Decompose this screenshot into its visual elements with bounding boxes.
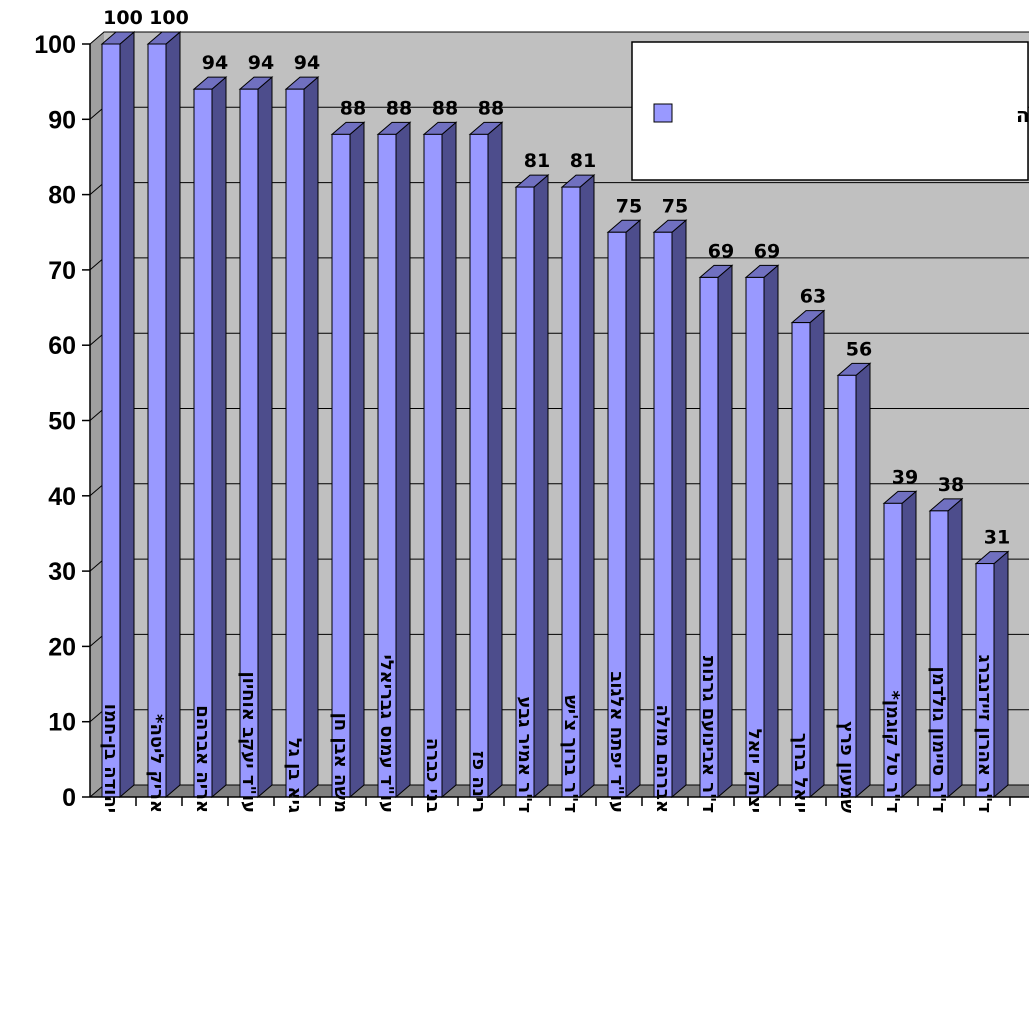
value-label: 88 <box>386 97 412 119</box>
y-tick-label: 60 <box>48 332 76 360</box>
value-label: 75 <box>662 195 688 217</box>
bar-side <box>211 76 227 799</box>
legend-label: אחוז נוכחות חבר המועצה <box>1016 103 1029 127</box>
bar-side <box>947 497 963 799</box>
category-label: שמעון פרץ <box>836 721 857 813</box>
bar <box>423 133 443 798</box>
bar-side <box>855 362 871 799</box>
bar-side <box>165 30 181 799</box>
value-label: 94 <box>202 52 228 74</box>
bar <box>791 322 811 798</box>
value-label: 94 <box>248 52 274 74</box>
bar <box>331 133 351 798</box>
legend-box <box>631 41 1029 181</box>
value-label: 88 <box>478 97 504 119</box>
y-tick-label: 20 <box>48 633 76 661</box>
y-tick-label: 30 <box>48 558 76 586</box>
bar-side <box>119 30 135 799</box>
bar-side <box>763 264 779 799</box>
value-label: 81 <box>570 150 596 172</box>
value-label: 88 <box>432 97 458 119</box>
value-label: 38 <box>938 474 964 496</box>
bar-side <box>625 219 641 799</box>
value-label: 100 <box>103 7 143 29</box>
bar-side <box>717 264 733 799</box>
value-label: 75 <box>616 195 642 217</box>
value-label: 39 <box>892 466 918 488</box>
category-label: בני כברה <box>422 738 443 813</box>
value-label: 56 <box>846 338 872 360</box>
y-tick-label: 80 <box>48 182 76 210</box>
bar-side <box>901 490 917 799</box>
category-label: אריה אברהם <box>192 705 213 813</box>
value-label: 31 <box>984 527 1010 549</box>
category-label: ד"ר אהרון זיידנברג <box>974 655 995 813</box>
value-label: 100 <box>149 7 189 29</box>
value-label: 81 <box>524 150 550 172</box>
bar-side <box>257 76 273 799</box>
bar <box>193 88 213 798</box>
category-label: יהודה בן-חמו <box>100 704 121 813</box>
bar-side <box>303 76 319 799</box>
category-label: ד"ר סיימון גולדמן <box>928 667 949 813</box>
value-label: 88 <box>340 97 366 119</box>
bar-side <box>579 173 595 799</box>
y-tick-label: 90 <box>48 106 76 134</box>
bar-side <box>441 121 457 799</box>
category-label: עו"ד עמוס גבריאלי <box>376 654 397 813</box>
category-label: גיא בן גל <box>284 738 305 813</box>
category-label: עו"ד יעקב אוחיון <box>238 672 259 814</box>
bar <box>469 133 489 798</box>
category-label: ד"ר אבינועם גרנות <box>698 656 719 813</box>
y-tick-label: 10 <box>48 709 76 737</box>
category-label: עו"ד יפתח אלגוב <box>606 671 627 813</box>
bar-side <box>809 309 825 799</box>
category-label: ד"ר ברוך צ'יש <box>560 695 581 813</box>
y-tick-label: 70 <box>48 257 76 285</box>
bar <box>147 43 167 798</box>
value-label: 69 <box>754 240 780 262</box>
bar-side <box>349 121 365 799</box>
y-tick-label: 0 <box>62 784 76 812</box>
category-label: משה אבן חן <box>330 713 351 813</box>
bar <box>101 43 121 798</box>
y-tick-label: 100 <box>34 31 76 59</box>
bar-side <box>993 550 1009 799</box>
bar-side <box>487 121 503 799</box>
value-label: 94 <box>294 52 320 74</box>
y-tick-label: 40 <box>48 483 76 511</box>
category-label: אריק ליטה* <box>146 714 167 813</box>
bar <box>285 88 305 798</box>
legend-swatch <box>653 103 673 123</box>
category-label: אברהם מולה <box>652 704 673 813</box>
category-label: ד"ר אמיר גבע <box>514 696 535 813</box>
y-tick-label: 50 <box>48 408 76 436</box>
bar-side <box>533 173 549 799</box>
bar-side <box>395 121 411 799</box>
bar <box>745 276 765 798</box>
gridline <box>89 31 1029 45</box>
category-label: יצחק יואל <box>744 729 765 813</box>
value-label: 69 <box>708 240 734 262</box>
category-label: רינה פז <box>468 751 489 813</box>
category-label: ד"ר טל קוגמן* <box>882 690 903 813</box>
bar-side <box>671 219 687 799</box>
value-label: 63 <box>800 286 826 308</box>
category-label: יואל ברוך <box>790 733 811 813</box>
